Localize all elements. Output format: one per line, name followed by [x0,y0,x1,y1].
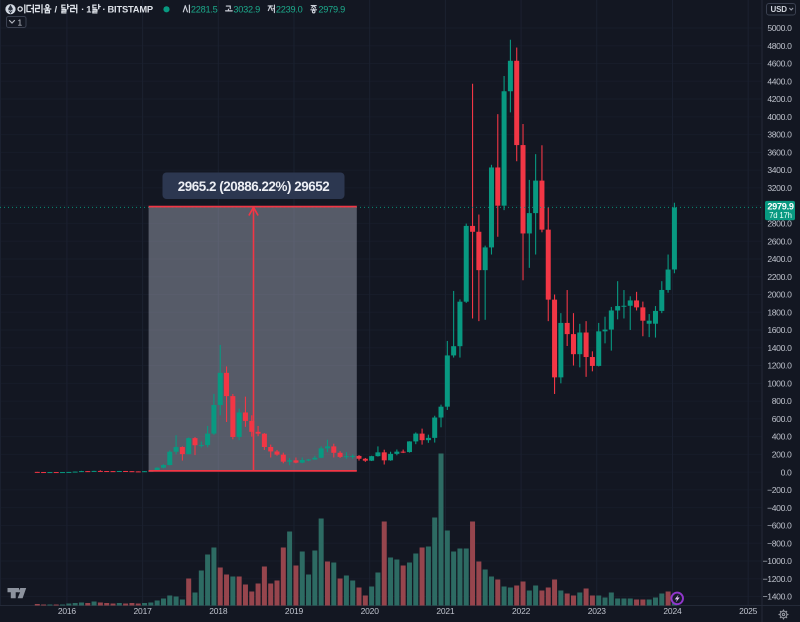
svg-text:−1000.0: −1000.0 [763,556,792,566]
svg-text:200.0: 200.0 [772,449,792,459]
svg-text:2000.0: 2000.0 [767,290,792,300]
svg-text:2025: 2025 [739,606,758,616]
svg-text:−800.0: −800.0 [767,538,792,548]
svg-text:5000.0: 5000.0 [767,23,792,33]
svg-text:3200.0: 3200.0 [767,183,792,193]
svg-text:−1400.0: −1400.0 [763,592,792,602]
svg-text:4600.0: 4600.0 [767,59,792,69]
svg-text:1000.0: 1000.0 [767,378,792,388]
svg-text:2979.9: 2979.9 [767,202,793,212]
svg-text:2200.0: 2200.0 [767,272,792,282]
svg-text:2979.9: 2979.9 [318,5,345,15]
svg-text:2017: 2017 [134,606,153,616]
svg-text:2019: 2019 [285,606,304,616]
svg-text:2800.0: 2800.0 [767,219,792,229]
svg-text:0.0: 0.0 [781,467,792,477]
svg-text:·: · [103,4,106,15]
svg-text:4000.0: 4000.0 [767,112,792,122]
svg-text:3800.0: 3800.0 [767,130,792,140]
svg-text:3400.0: 3400.0 [767,165,792,175]
svg-text:2400.0: 2400.0 [767,254,792,264]
svg-text:2021: 2021 [436,606,455,616]
svg-text:1600.0: 1600.0 [767,325,792,335]
svg-text:2281.5: 2281.5 [191,5,218,15]
svg-text:1: 1 [18,17,23,27]
svg-text:600.0: 600.0 [772,414,792,424]
svg-text:800.0: 800.0 [772,396,792,406]
svg-text:3032.9: 3032.9 [233,5,260,15]
svg-text:−200.0: −200.0 [767,485,792,495]
svg-text:1400.0: 1400.0 [767,343,792,353]
svg-text:/: / [55,4,58,15]
svg-text:2022: 2022 [512,606,531,616]
svg-text:−1200.0: −1200.0 [763,574,792,584]
svg-text:2016: 2016 [58,606,77,616]
svg-text:2965.2 (20886.22%) 29652: 2965.2 (20886.22%) 29652 [178,179,330,194]
svg-text:1800.0: 1800.0 [767,307,792,317]
svg-text:−600.0: −600.0 [767,521,792,531]
svg-text:2239.0: 2239.0 [276,5,303,15]
svg-text:4200.0: 4200.0 [767,94,792,104]
svg-text:3600.0: 3600.0 [767,147,792,157]
svg-text:2018: 2018 [209,606,228,616]
svg-text:−400.0: −400.0 [767,503,792,513]
svg-text:400.0: 400.0 [772,432,792,442]
svg-text:1: 1 [86,4,91,15]
svg-text:4400.0: 4400.0 [767,76,792,86]
svg-text:2020: 2020 [361,606,380,616]
svg-text:2024: 2024 [663,606,682,616]
svg-text:7d 17h: 7d 17h [769,211,792,220]
svg-text:2023: 2023 [588,606,607,616]
svg-text:USD: USD [771,5,788,14]
svg-text:·: · [81,4,84,15]
svg-text:4800.0: 4800.0 [767,41,792,51]
svg-text:1200.0: 1200.0 [767,361,792,371]
svg-text:BITSTAMP: BITSTAMP [108,5,153,15]
svg-text:2600.0: 2600.0 [767,236,792,246]
